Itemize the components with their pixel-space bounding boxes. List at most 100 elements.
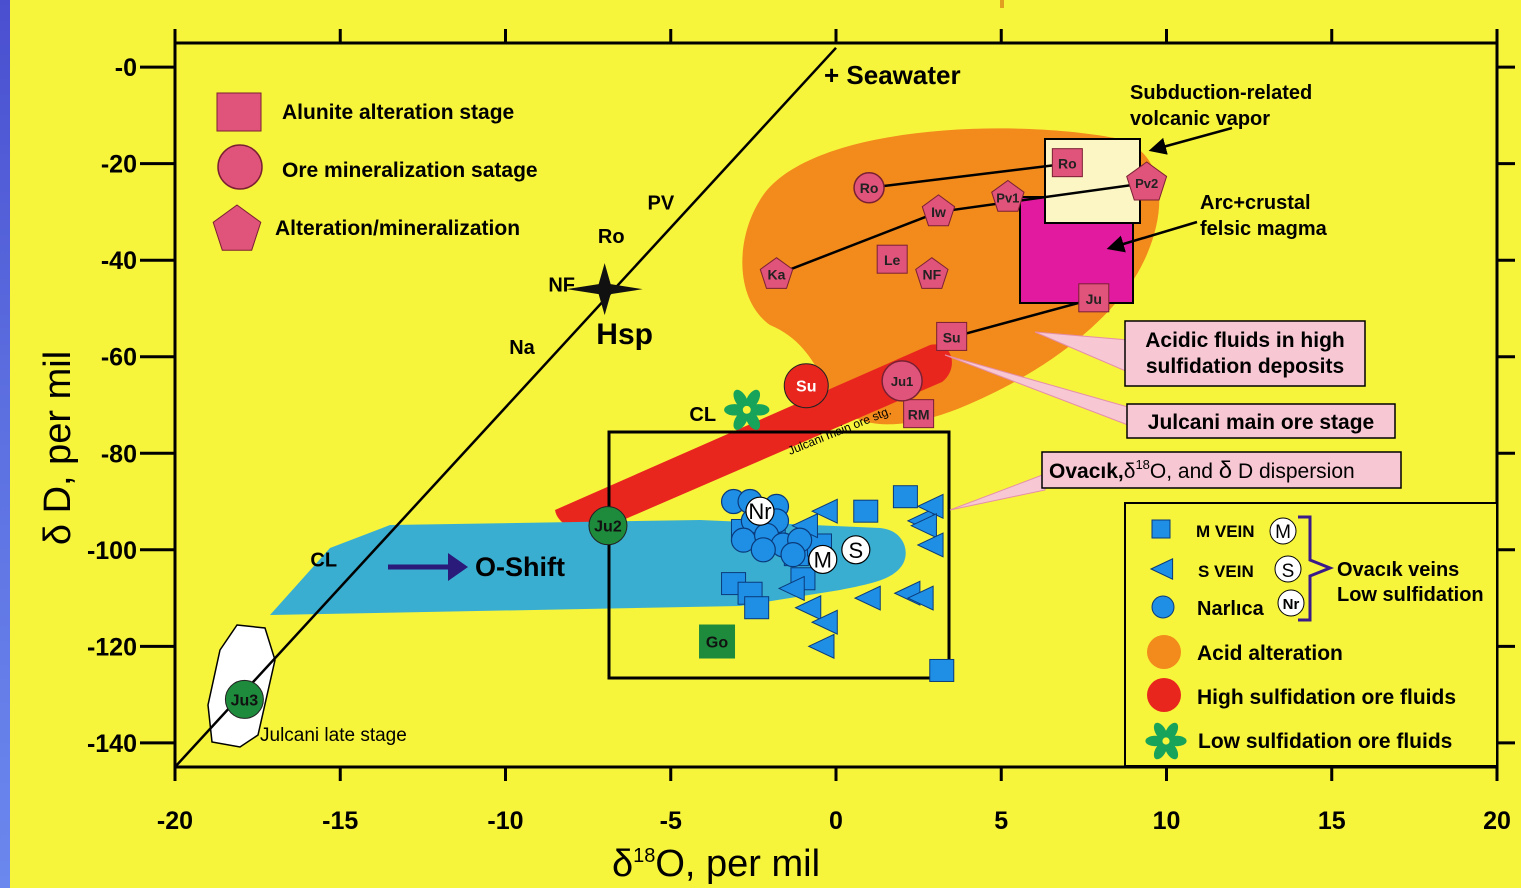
annot-subduction-line2: volcanic vapor: [1130, 108, 1270, 130]
s-vein-point: [777, 575, 805, 602]
flower-center: [742, 405, 751, 414]
alteration-sample-nf-pentagon: [915, 257, 949, 289]
reference-label-cl: CL: [310, 549, 337, 571]
alteration-sample-rm-label: RM: [908, 407, 930, 423]
s-vein-point: [916, 532, 944, 558]
legend-acid-label: Acid alteration: [1197, 642, 1343, 665]
high-sulfidation-field: [555, 344, 952, 532]
alteration-sample-ju-label: Ju: [1086, 291, 1102, 307]
hsp-star: [566, 263, 643, 316]
alteration-sample-ro-label: Ro: [860, 180, 879, 196]
callout-julcani: [1126, 403, 1396, 439]
alteration-sample-iw-pentagon: [921, 194, 956, 227]
y-axis-label: δ D, per mil: [37, 351, 79, 545]
legend-brace: [1298, 515, 1335, 622]
vein-badge-nr: [745, 496, 775, 526]
s-vein-point: [810, 609, 838, 635]
vein-badge-label-nr: Nr: [748, 499, 771, 524]
legend-narlica-badge-label: Nr: [1283, 596, 1300, 613]
alteration-link: [868, 162, 1068, 190]
legend-top: Alunite alteration stage Ore mineralizati…: [212, 92, 538, 251]
hsp-label: Hsp: [596, 318, 653, 351]
alteration-sample-ro-label: Ro: [1058, 156, 1077, 172]
flower-center: [1162, 737, 1170, 745]
s-vein-point: [916, 493, 944, 520]
cl-low-sulfidation-marker: [724, 389, 770, 430]
meteoric-water-line: [174, 46, 837, 768]
legend-narlica-badge: [1277, 589, 1305, 617]
ore-sample-ju3-label: Ju3: [231, 692, 259, 709]
annotations-layer: Subduction-related volcanic vapor Arc+cr…: [260, 60, 1402, 746]
alteration-sample-ka-label: Ka: [768, 267, 786, 283]
y-tick-label: -60: [101, 344, 137, 372]
ore-sample-go-label: Go: [706, 635, 728, 652]
alteration-sample-le-label: Le: [884, 252, 901, 268]
legend-top-ore-mineralization-satage-label: Ore mineralization satage: [282, 159, 538, 182]
ore-sample-su-circle: [783, 363, 829, 409]
annot-arc-arrow: [1106, 220, 1198, 253]
ore-sample-ju2-circle: [588, 506, 628, 546]
legend-brace-label-1: Ovacık veins: [1337, 559, 1459, 581]
annot-subduction-arrow: [1148, 126, 1233, 155]
reference-label-ro: Ro: [598, 226, 625, 248]
legend-high-marker: [1147, 678, 1181, 712]
annot-arc-line1: Arc+crustal: [1200, 192, 1311, 214]
flower-petal: [1153, 722, 1168, 741]
axes-layer: -20 -15 -10 -5 0 5 10 15 20 -0 -20 -40 -60 -80 -100 -12…: [87, 29, 1515, 835]
o-shift-label: O-Shift: [475, 552, 565, 582]
x-tick-label: 0: [829, 807, 843, 835]
callout-ovacik: [1041, 451, 1402, 489]
alteration-sample-pv2-pentagon: [1126, 161, 1168, 201]
alteration-sample-ro-square: [1051, 148, 1083, 178]
legend-m-badge: [1269, 517, 1297, 545]
x-tick-label: -15: [322, 807, 358, 835]
vein-badge-s: [841, 535, 871, 565]
callout-ovacik-label: Ovacık,δ18O, and δ D dispersion: [1049, 457, 1355, 484]
legend-s-vein-marker: [1149, 558, 1174, 580]
seawater-label: + Seawater: [824, 60, 961, 90]
flower-petal: [733, 389, 748, 409]
o-shift-arrow-head: [448, 553, 468, 581]
m-vein-point: [853, 499, 879, 523]
alteration-sample-le-square: [876, 244, 908, 274]
reference-label-na: Na: [509, 337, 535, 359]
flower-petal: [1164, 722, 1179, 741]
s-vein-point: [810, 498, 838, 524]
legend-narlica-marker: [1151, 595, 1175, 619]
vein-layer: Nr M S: [720, 485, 955, 682]
legend-top-ore-mineralization-satage-marker: [217, 144, 263, 190]
alteration-sample-pv1-label: Pv1: [996, 190, 1019, 205]
vein-badge-m: [808, 544, 838, 575]
alteration-sample-ka-pentagon: [759, 257, 794, 289]
legend-top-alunite-alteration-stage-label: Alunite alteration stage: [282, 101, 514, 124]
alteration-sample-nf-label: NF: [923, 267, 942, 283]
flower-petal: [745, 410, 761, 430]
flower-petal: [733, 410, 748, 430]
ore-sample-ju3-circle: [224, 679, 264, 719]
x-tick-label: -10: [487, 807, 523, 835]
y-tick-label: -100: [87, 537, 137, 565]
x-tick-label: 15: [1318, 807, 1346, 835]
s-vein-point: [910, 512, 937, 539]
alteration-sample-pv1-pentagon: [991, 179, 1025, 212]
ore-sample-go-square: [699, 624, 736, 659]
y-tick-label: -140: [87, 730, 137, 758]
legend-bottom: M VEIN M S VEIN S Narlıca Nr Ovacık veins Low s…: [1145, 515, 1484, 760]
annot-arc-line2: felsic magma: [1200, 218, 1328, 240]
legend-m-vein-marker: [1151, 519, 1171, 539]
reference-label-nf: NF: [548, 274, 575, 296]
alteration-sample-ro-circle: [853, 172, 885, 204]
reference-label-pv: PV: [647, 192, 674, 214]
alteration-sample-su-square: [936, 321, 968, 351]
legend-m-vein-label: M VEIN: [1196, 522, 1255, 541]
alteration-sample-pv2-label: Pv2: [1135, 176, 1158, 191]
x-tick-label: 20: [1483, 807, 1511, 835]
y-tick-label: -80: [101, 440, 137, 468]
alteration-sample-ju1-label: Ju1: [891, 374, 913, 389]
x-axis-label: δ18O, per mil: [612, 843, 820, 885]
alteration-link: [938, 181, 1147, 214]
legend-s-badge-label: S: [1282, 561, 1295, 582]
ovacik-dispersion-box: [607, 430, 951, 680]
legend-low-label: Low sulfidation ore fluids: [1198, 730, 1452, 753]
alteration-link: [776, 210, 939, 276]
